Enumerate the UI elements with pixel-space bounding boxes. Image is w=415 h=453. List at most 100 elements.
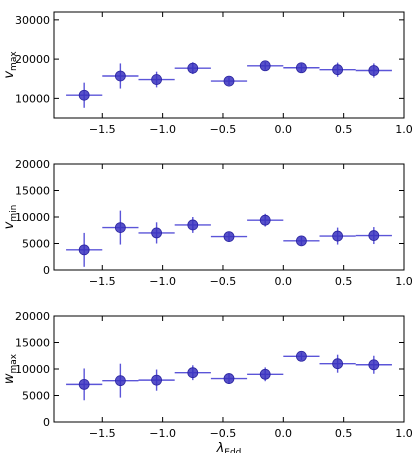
y-axis-label-main: v bbox=[2, 221, 17, 229]
marker bbox=[332, 358, 344, 370]
marker bbox=[223, 75, 235, 87]
data-point bbox=[247, 367, 284, 382]
data-point bbox=[283, 235, 320, 247]
data-point bbox=[102, 210, 139, 245]
marker bbox=[114, 70, 126, 82]
x-tick-label: −1.5 bbox=[89, 123, 116, 136]
marker bbox=[114, 222, 126, 234]
data-point bbox=[102, 63, 139, 89]
y-axis-label-sub: max bbox=[9, 51, 19, 71]
data-point bbox=[102, 363, 139, 398]
x-tick-label: −1.0 bbox=[149, 123, 176, 136]
y-axis-label: vmax bbox=[2, 51, 19, 79]
y-tick-label: 15000 bbox=[15, 185, 50, 198]
x-axis-label-main: λ bbox=[216, 441, 225, 453]
marker bbox=[151, 74, 162, 85]
data-point bbox=[174, 62, 211, 75]
x-axis-label-sub: Edd bbox=[224, 448, 241, 453]
y-axis-label-sub: max bbox=[9, 353, 19, 373]
data-point bbox=[174, 217, 211, 233]
x-tick-label: 1.0 bbox=[395, 427, 413, 440]
y-axis-label-main: w bbox=[2, 373, 17, 384]
data-point bbox=[355, 355, 392, 374]
plot-frame bbox=[53, 315, 405, 423]
data-point bbox=[210, 231, 248, 243]
x-tick-label: 0.5 bbox=[335, 275, 353, 288]
marker bbox=[368, 230, 380, 241]
marker bbox=[259, 60, 271, 72]
data-point bbox=[247, 213, 284, 227]
y-tick-label: 15000 bbox=[15, 337, 50, 350]
x-tick-label: −1.0 bbox=[149, 427, 176, 440]
x-tick-label: −1.5 bbox=[89, 427, 116, 440]
data-point bbox=[247, 60, 284, 72]
data-point bbox=[210, 373, 248, 384]
data-point bbox=[66, 232, 103, 267]
marker bbox=[187, 367, 199, 379]
y-tick-label: 10000 bbox=[15, 92, 50, 105]
data-point bbox=[138, 222, 175, 244]
marker bbox=[187, 219, 199, 231]
marker bbox=[296, 62, 307, 74]
marker bbox=[259, 368, 271, 380]
x-tick-label: −0.5 bbox=[210, 123, 237, 136]
y-tick-label: 20000 bbox=[15, 310, 50, 323]
x-tick-label: 0.0 bbox=[275, 275, 293, 288]
x-tick-label: 0.0 bbox=[275, 123, 293, 136]
panel-vmax: −1.5 −1.0 −0.5 0.0 0.5 1.0 10000 20000 30000 vmax bbox=[2, 11, 413, 136]
y-tick-label: 5000 bbox=[22, 390, 50, 403]
marker bbox=[78, 378, 90, 390]
marker bbox=[78, 89, 90, 101]
marker bbox=[151, 374, 162, 386]
marker bbox=[332, 64, 344, 76]
data-point bbox=[319, 62, 356, 77]
y-axis-label: wmax bbox=[2, 353, 19, 384]
plot-frame bbox=[53, 163, 405, 271]
marker bbox=[296, 350, 307, 362]
x-axis-label: λEdd bbox=[216, 441, 242, 453]
data-point bbox=[283, 350, 320, 362]
marker bbox=[187, 62, 199, 74]
y-axis-label: vmin bbox=[2, 205, 19, 230]
data-point bbox=[283, 62, 320, 74]
marker bbox=[223, 231, 235, 243]
y-tick-label: 0 bbox=[43, 416, 50, 429]
marker bbox=[368, 359, 380, 371]
y-tick-label: 10000 bbox=[15, 363, 50, 376]
x-tick-label: 1.0 bbox=[395, 275, 413, 288]
marker bbox=[223, 373, 235, 384]
data-point bbox=[66, 82, 103, 108]
data-point bbox=[355, 227, 392, 245]
y-tick-label: 20000 bbox=[15, 53, 50, 66]
x-tick-label: 0.5 bbox=[335, 427, 353, 440]
y-tick-label: 30000 bbox=[15, 14, 50, 27]
marker bbox=[332, 230, 344, 242]
y-axis-label-main: v bbox=[2, 71, 17, 79]
x-tick-label: −1.5 bbox=[89, 275, 116, 288]
marker bbox=[368, 65, 380, 76]
plot-frame bbox=[53, 11, 405, 119]
y-tick-label: 10000 bbox=[15, 211, 50, 224]
data-point bbox=[319, 354, 356, 373]
marker bbox=[259, 214, 271, 226]
panel-vmin: −1.5 −1.0 −0.5 0.0 0.5 1.0 0 5000 10000 15000 2000… bbox=[2, 158, 413, 288]
marker bbox=[114, 375, 126, 387]
y-axis-label-sub: min bbox=[9, 205, 19, 222]
x-tick-label: −1.0 bbox=[149, 275, 176, 288]
marker bbox=[151, 227, 162, 239]
x-tick-label: 0.0 bbox=[275, 427, 293, 440]
data-point bbox=[319, 227, 356, 245]
data-point bbox=[66, 368, 103, 401]
data-point bbox=[355, 63, 392, 78]
data-point bbox=[174, 365, 211, 381]
x-tick-label: 0.5 bbox=[335, 123, 353, 136]
y-tick-label: 5000 bbox=[22, 238, 50, 251]
data-point bbox=[138, 369, 175, 391]
x-tick-label: 1.0 bbox=[395, 123, 413, 136]
x-tick-label: −0.5 bbox=[210, 427, 237, 440]
marker bbox=[296, 235, 307, 247]
x-tick-label: −0.5 bbox=[210, 275, 237, 288]
panel-wmax: −1.5 −1.0 −0.5 0.0 0.5 1.0 0 5000 10000 15000 2000… bbox=[2, 310, 413, 453]
y-tick-label: 20000 bbox=[15, 158, 50, 171]
